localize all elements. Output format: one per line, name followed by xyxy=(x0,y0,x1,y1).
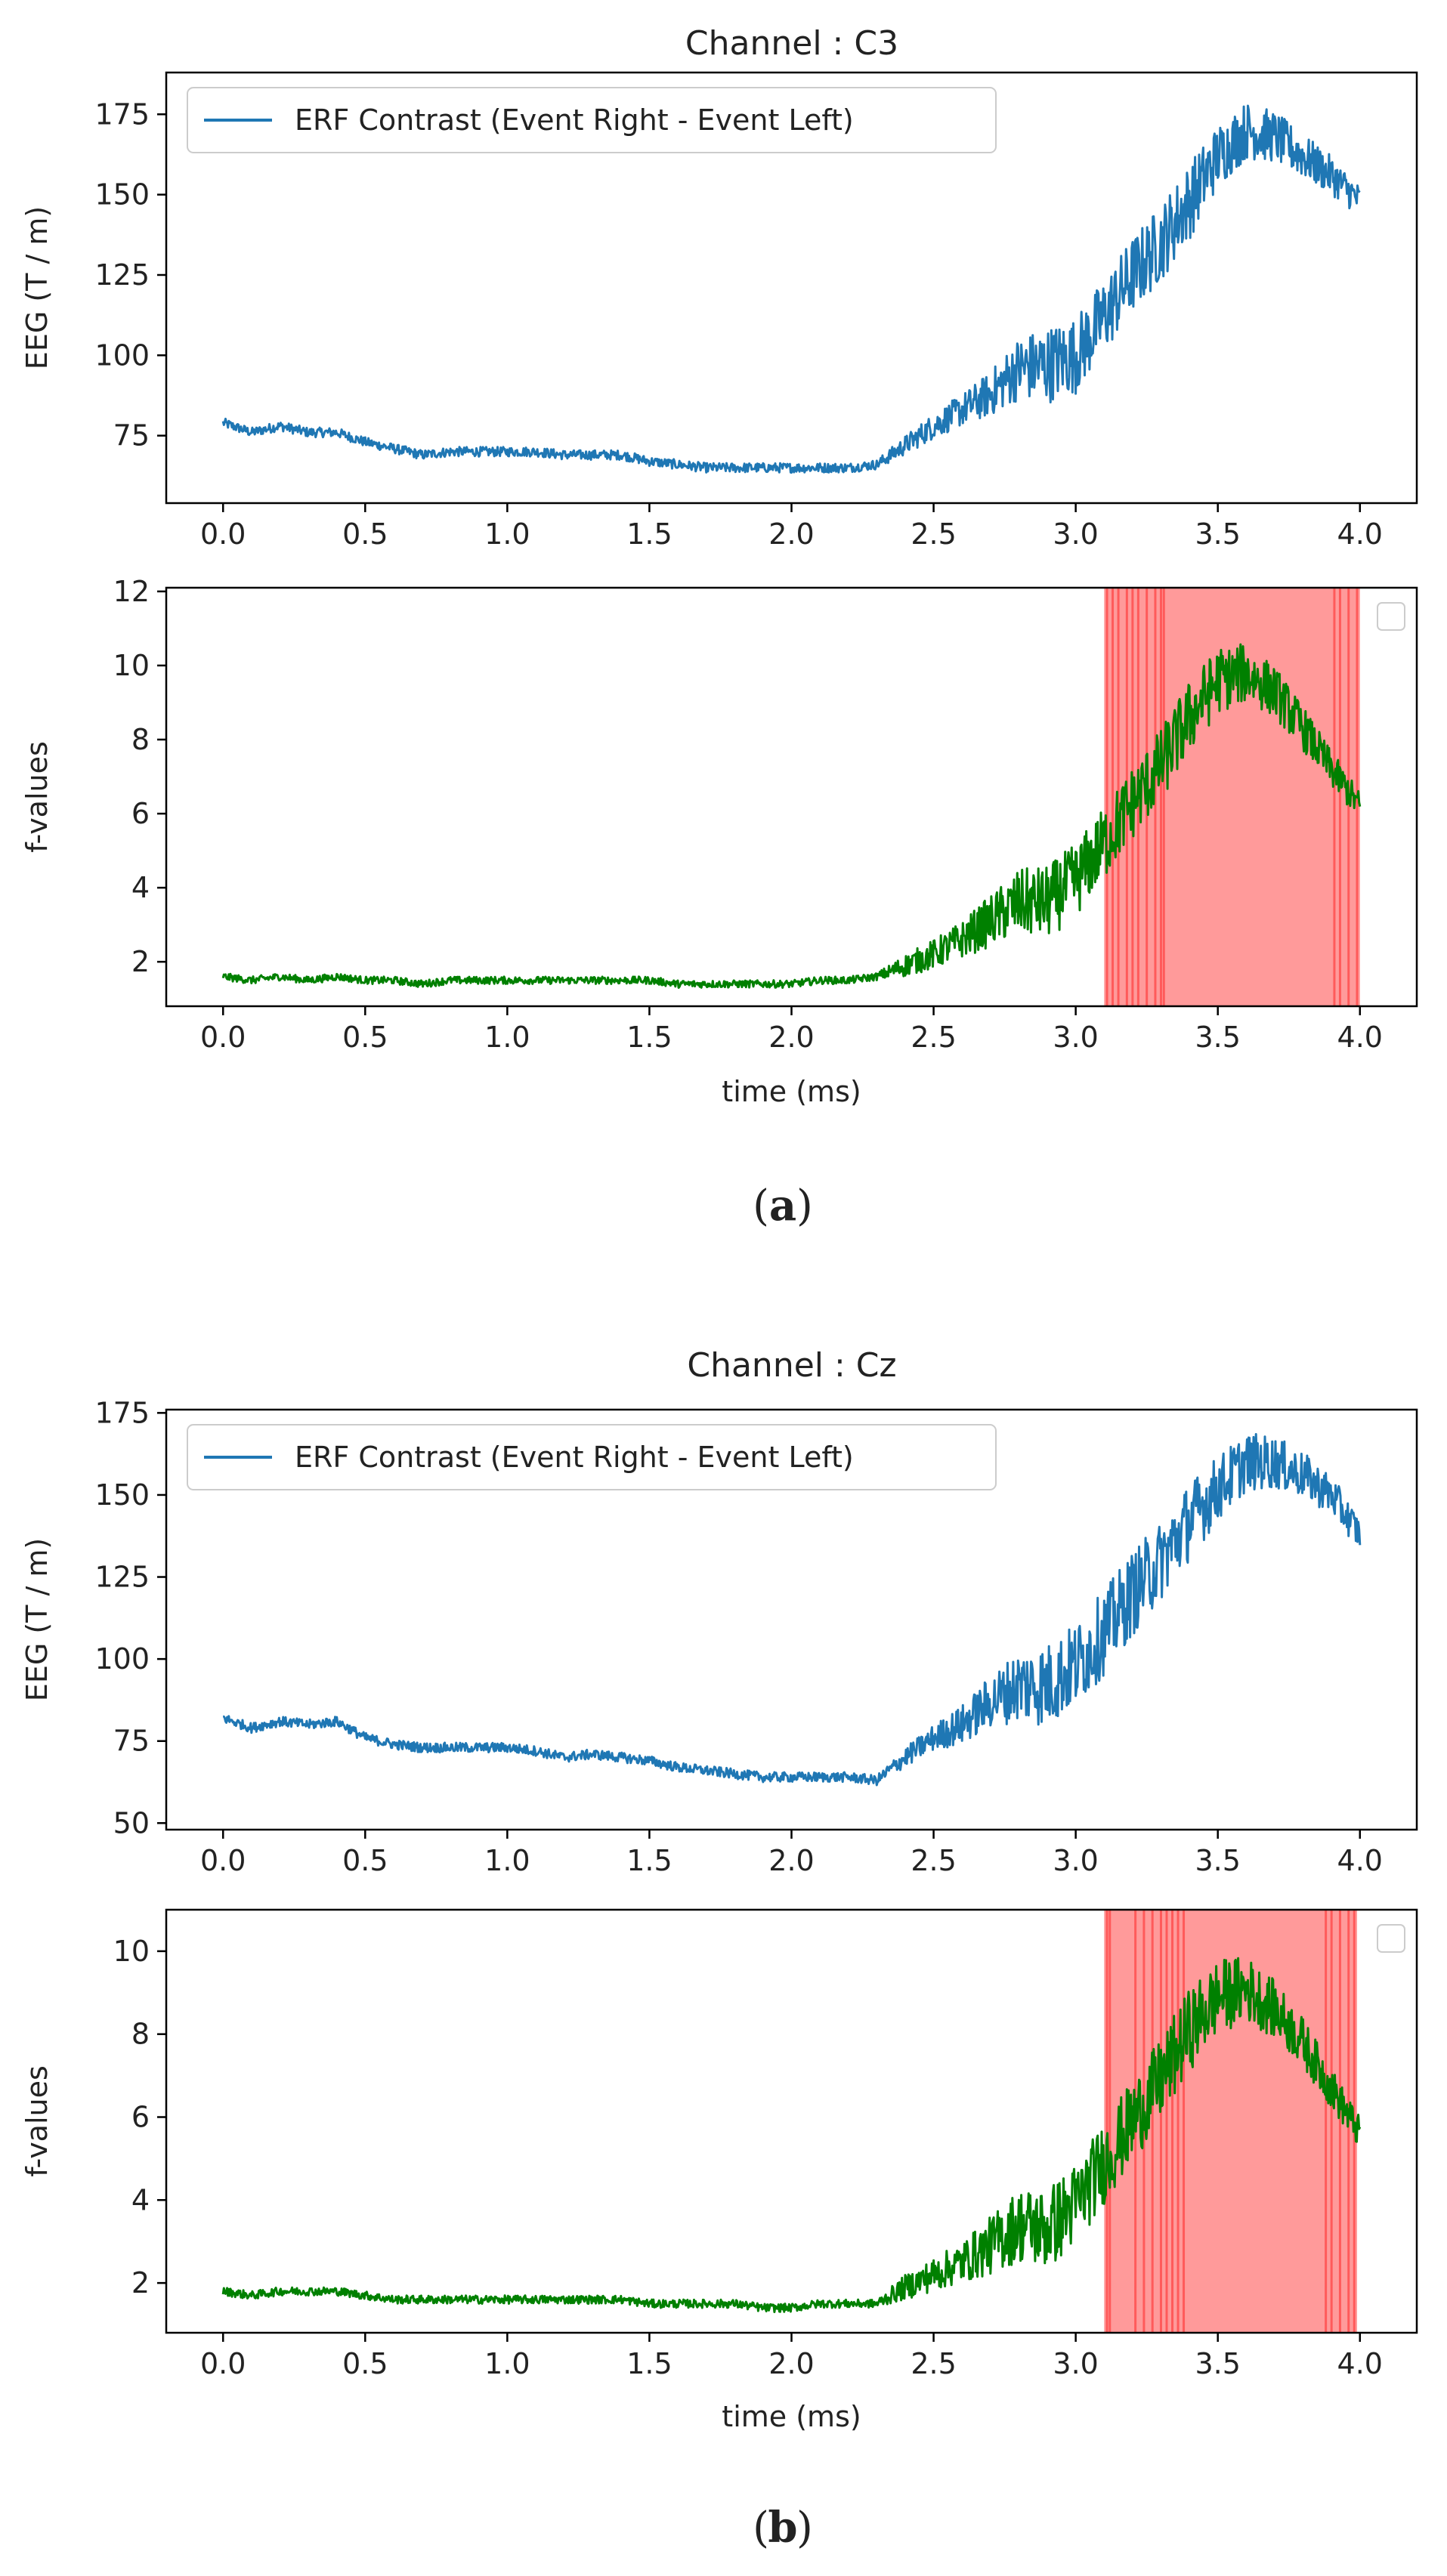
y-tick-label: 175 xyxy=(94,1396,150,1429)
plot-a-fvalues: 0.0 0.5 1.0 1.5 2.0 2.5 3.0 3.5 4.0 2 4 6 8 10 12 f-val… xyxy=(20,575,1418,1108)
y-tick-label: 6 xyxy=(131,2101,150,2134)
y-tick-label: 50 xyxy=(113,1806,150,1839)
y-tick-label: 2 xyxy=(131,2266,150,2300)
caption-a-close: ) xyxy=(796,1181,813,1231)
y-tick-label: 175 xyxy=(94,97,150,131)
legend-box xyxy=(187,87,997,153)
x-tick-label: 4.0 xyxy=(1337,2347,1383,2380)
y-tick-label: 8 xyxy=(131,723,150,756)
caption-a: ( a ) xyxy=(753,1181,813,1231)
x-tick-label: 3.5 xyxy=(1195,2347,1240,2380)
caption-a-label: a xyxy=(769,1181,796,1231)
x-tick-label: 2.0 xyxy=(768,1021,814,1054)
y-tick-label: 4 xyxy=(131,871,150,904)
x-axis-label: time (ms) xyxy=(722,1075,861,1108)
x-tick-label: 2.0 xyxy=(768,1844,814,1877)
x-tick-label: 1.5 xyxy=(626,1021,672,1054)
x-tick-label: 0.5 xyxy=(342,1021,388,1054)
x-tick-label: 2.5 xyxy=(911,517,956,551)
channel-title-a: Channel : C3 xyxy=(685,24,898,63)
y-tick-label: 150 xyxy=(94,178,150,212)
x-tick-label: 1.0 xyxy=(484,517,530,551)
x-tick-label: 4.0 xyxy=(1337,517,1383,551)
series-line xyxy=(221,104,1361,474)
y-tick-label: 6 xyxy=(131,797,150,830)
x-tick-label: 0.0 xyxy=(200,1021,246,1054)
x-tick-label: 1.5 xyxy=(626,2347,672,2380)
legend-label: ERF Contrast (Event Right - Event Left) xyxy=(295,103,854,137)
legend-label: ERF Contrast (Event Right - Event Left) xyxy=(295,1441,854,1474)
y-tick-label: 75 xyxy=(113,419,150,452)
x-tick-label: 1.0 xyxy=(484,1021,530,1054)
caption-b: ( b ) xyxy=(753,2503,813,2553)
legend-box xyxy=(187,1424,997,1490)
plot-b-eeg: 0.0 0.5 1.0 1.5 2.0 2.5 3.0 3.5 4.0 50 75 100 125 150… xyxy=(20,1396,1418,1877)
y-axis-label: EEG (T / m) xyxy=(20,1538,54,1701)
y-tick-label: 150 xyxy=(94,1478,150,1512)
empty-legend-box xyxy=(1377,1924,1405,1953)
y-tick-label: 100 xyxy=(94,1642,150,1676)
x-tick-label: 3.5 xyxy=(1195,1844,1240,1877)
x-tick-label: 2.0 xyxy=(768,517,814,551)
y-tick-label: 8 xyxy=(131,2018,150,2051)
series-line xyxy=(221,643,1362,989)
caption-b-close: ) xyxy=(796,2503,813,2553)
plot-a-eeg: 0.0 0.5 1.0 1.5 2.0 2.5 3.0 3.5 4.0 75 100 125 150 17… xyxy=(20,71,1418,551)
y-tick-label: 125 xyxy=(94,258,150,292)
x-tick-label: 3.0 xyxy=(1053,1844,1098,1877)
caption-b-label: b xyxy=(768,2503,797,2553)
x-tick-label: 1.5 xyxy=(626,517,672,551)
y-tick-label: 10 xyxy=(113,1935,150,1968)
x-tick-label: 1.5 xyxy=(626,1844,672,1877)
x-tick-label: 3.5 xyxy=(1195,517,1240,551)
x-tick-label: 2.5 xyxy=(911,2347,956,2380)
plot-area xyxy=(221,1910,1362,2333)
y-tick-label: 2 xyxy=(131,945,150,978)
x-tick-label: 2.5 xyxy=(911,1021,956,1054)
x-tick-label: 4.0 xyxy=(1337,1844,1383,1877)
x-tick-label: 3.0 xyxy=(1053,2347,1098,2380)
x-tick-label: 1.0 xyxy=(484,1844,530,1877)
x-tick-label: 1.0 xyxy=(484,2347,530,2380)
y-tick-label: 12 xyxy=(113,575,150,608)
plot-b-fvalues: 0.0 0.5 1.0 1.5 2.0 2.5 3.0 3.5 4.0 2 4 6 8 10 f-value… xyxy=(20,1908,1418,2433)
series-line xyxy=(221,1957,1362,2313)
x-tick-label: 0.0 xyxy=(200,1844,246,1877)
x-tick-label: 0.5 xyxy=(342,2347,388,2380)
x-tick-label: 3.0 xyxy=(1053,1021,1098,1054)
channel-title-b: Channel : Cz xyxy=(687,1346,896,1385)
plot-area xyxy=(222,1433,1362,1787)
x-tick-label: 3.5 xyxy=(1195,1021,1240,1054)
x-tick-label: 4.0 xyxy=(1337,1021,1383,1054)
y-tick-label: 4 xyxy=(131,2183,150,2216)
x-tick-label: 0.0 xyxy=(200,517,246,551)
caption-b-open: ( xyxy=(753,2503,769,2553)
y-axis-label: EEG (T / m) xyxy=(20,206,54,369)
y-axis-label: f-values xyxy=(20,741,54,853)
plot-area xyxy=(221,588,1362,1006)
empty-legend-box xyxy=(1377,602,1405,631)
x-tick-label: 2.5 xyxy=(911,1844,956,1877)
x-axis-label: time (ms) xyxy=(722,2400,861,2433)
significance-region xyxy=(1104,588,1360,1006)
x-tick-label: 0.0 xyxy=(200,2347,246,2380)
x-tick-label: 0.5 xyxy=(342,1844,388,1877)
x-tick-label: 2.0 xyxy=(768,2347,814,2380)
x-tick-label: 3.0 xyxy=(1053,517,1098,551)
y-axis-label: f-values xyxy=(20,2065,54,2177)
plot-area xyxy=(221,104,1361,474)
y-tick-label: 125 xyxy=(94,1561,150,1594)
y-tick-label: 100 xyxy=(94,338,150,372)
series-line xyxy=(222,1433,1362,1787)
caption-a-open: ( xyxy=(753,1181,769,1231)
y-tick-label: 10 xyxy=(113,649,150,682)
x-tick-label: 0.5 xyxy=(342,517,388,551)
y-tick-label: 75 xyxy=(113,1725,150,1758)
